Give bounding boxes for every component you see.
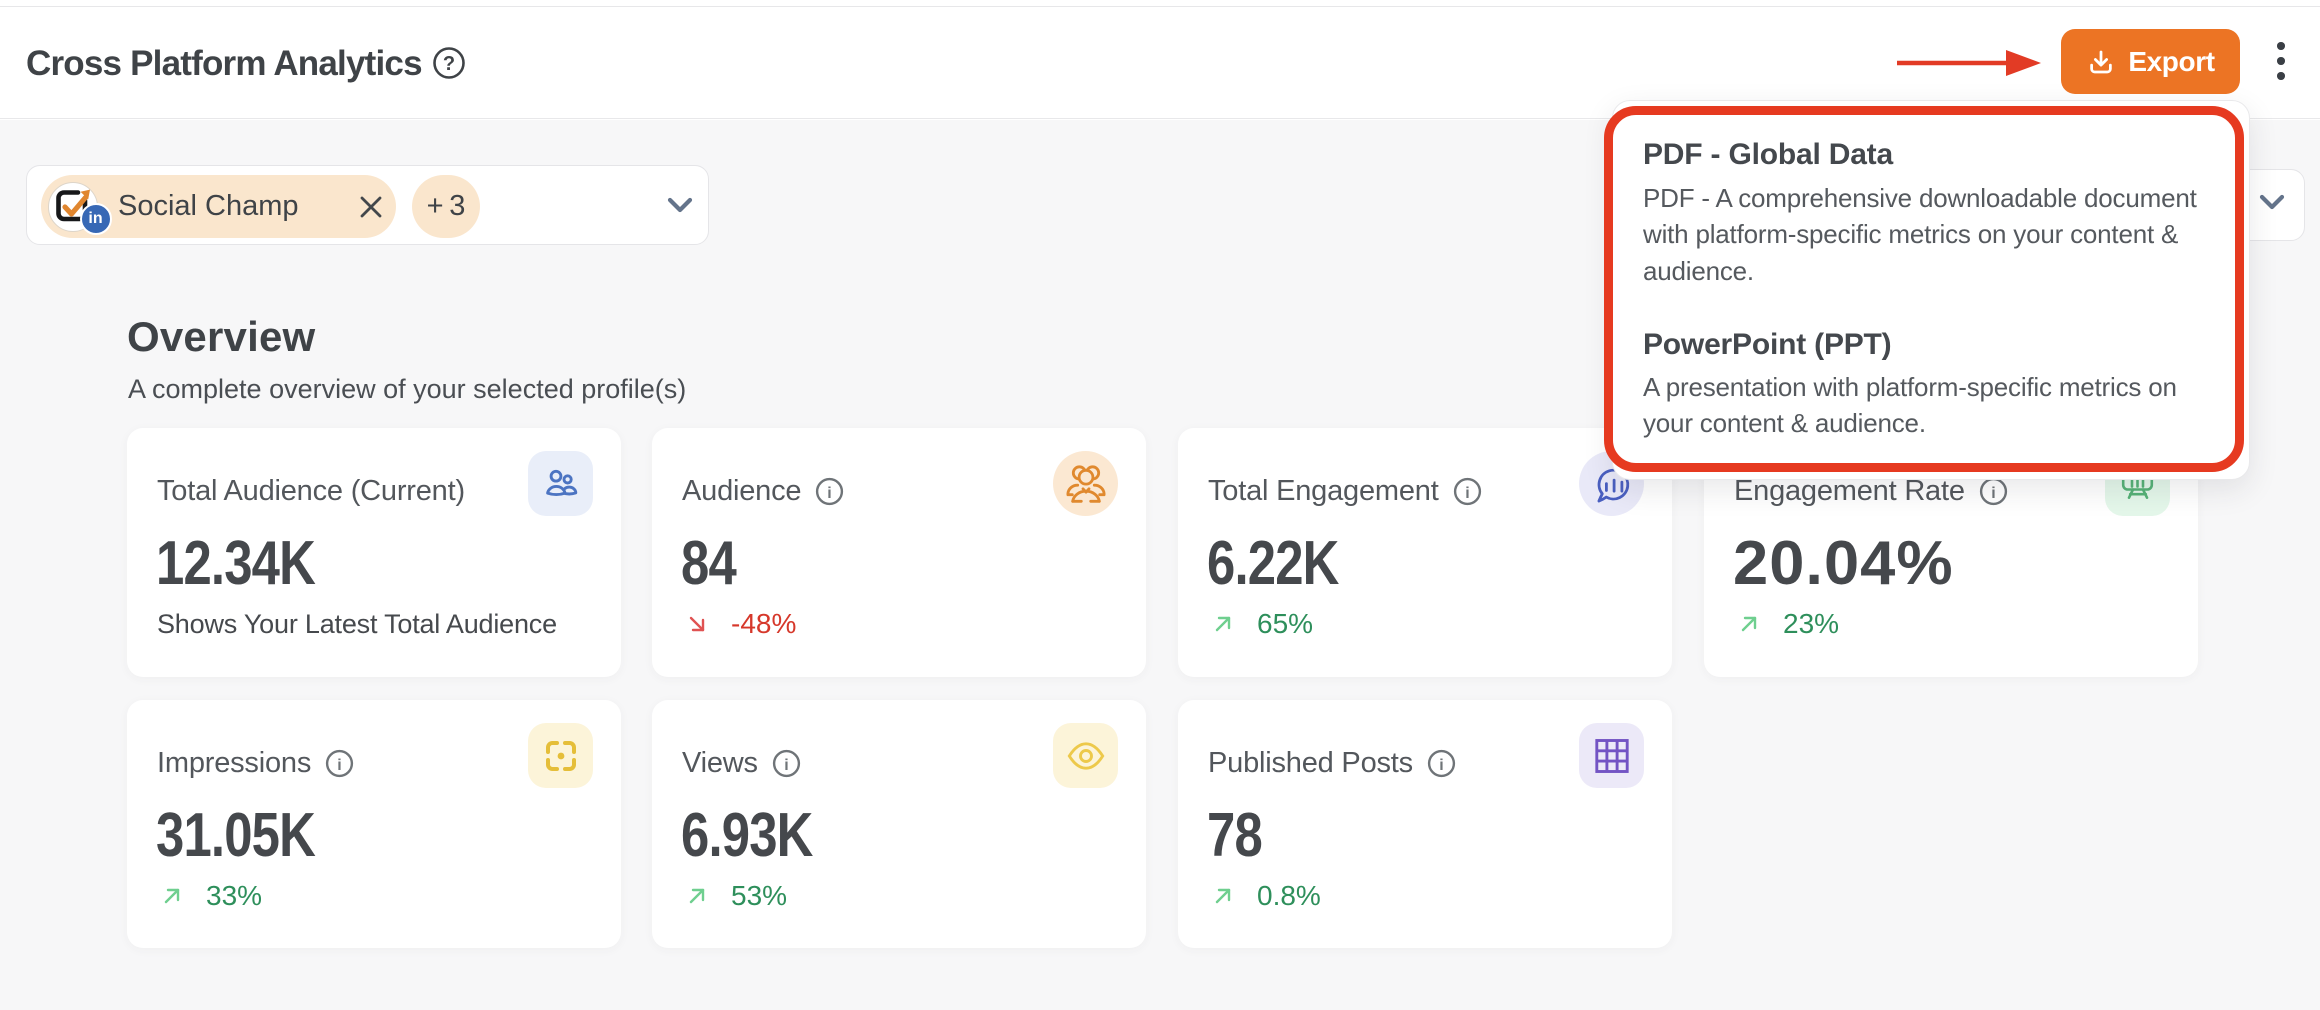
svg-text:i: i (337, 757, 341, 774)
svg-text:i: i (784, 757, 788, 774)
svg-text:?: ? (443, 53, 455, 75)
svg-text:i: i (1465, 485, 1469, 502)
svg-text:i: i (828, 485, 832, 502)
svg-text:i: i (1991, 485, 1995, 502)
svg-text:i: i (1439, 757, 1443, 774)
